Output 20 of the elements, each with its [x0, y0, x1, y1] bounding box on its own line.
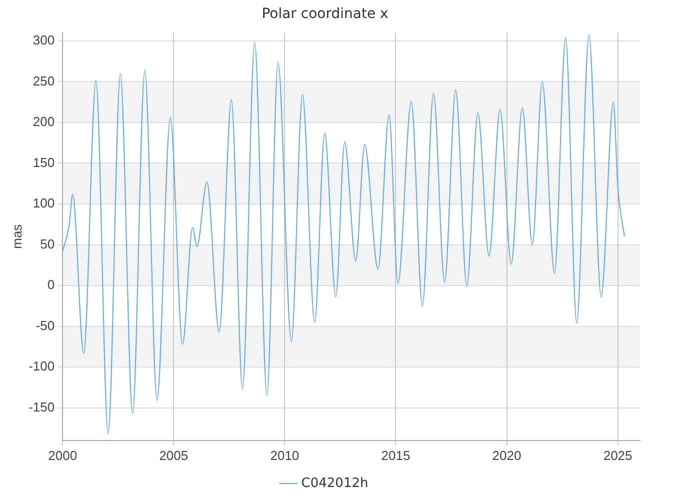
y-tick-label: -150	[28, 399, 55, 414]
x-tick-label: 2005	[159, 448, 188, 463]
x-tick-label: 2020	[492, 448, 522, 463]
x-tick-label: 2000	[48, 448, 78, 463]
chart-title: Polar coordinate x	[262, 6, 388, 22]
legend-label: C042012h	[301, 476, 368, 491]
x-tick-label: 2025	[603, 448, 632, 463]
y-tick-label: 200	[32, 114, 55, 130]
y-tick-label: 150	[32, 154, 55, 170]
y-tick-label: 250	[32, 73, 55, 88]
y-tick-label: 0	[47, 277, 55, 292]
y-tick-label: 300	[32, 32, 55, 48]
y-tick-label: -100	[28, 358, 55, 374]
y-tick-label: 50	[40, 236, 55, 252]
y-tick-label: -50	[36, 318, 55, 333]
line-series	[62, 34, 625, 434]
y-axis-title: mas	[9, 224, 24, 249]
x-tick-label: 2010	[270, 448, 300, 463]
y-tick-label: 100	[32, 196, 55, 211]
x-tick-label: 2015	[381, 448, 410, 463]
